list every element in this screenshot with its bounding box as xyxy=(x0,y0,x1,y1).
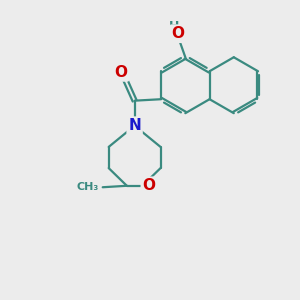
Text: H: H xyxy=(169,20,179,33)
Text: CH₃: CH₃ xyxy=(77,182,99,192)
Text: O: O xyxy=(142,178,155,193)
Text: O: O xyxy=(114,65,127,80)
Text: O: O xyxy=(172,26,184,41)
Text: N: N xyxy=(128,118,141,133)
